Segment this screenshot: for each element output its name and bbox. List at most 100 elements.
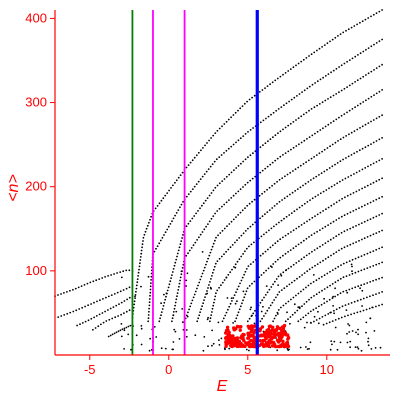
data-point	[284, 252, 287, 255]
data-point	[372, 279, 374, 282]
data-point	[226, 297, 229, 299]
data-point	[324, 75, 327, 77]
data-point	[162, 197, 165, 200]
data-point	[348, 133, 350, 136]
data-point	[150, 282, 152, 284]
data-point	[268, 229, 270, 232]
data-point	[227, 273, 230, 276]
data-point	[191, 159, 194, 162]
data-point	[80, 285, 83, 287]
data-point	[268, 307, 270, 309]
data-point	[287, 232, 290, 235]
data-point	[127, 325, 130, 328]
data-point	[137, 275, 140, 277]
data-point	[289, 249, 292, 252]
data-point	[378, 292, 380, 294]
data-point	[259, 171, 262, 174]
data-point	[347, 323, 349, 325]
data-point	[378, 247, 381, 250]
data-point	[277, 309, 280, 311]
data-point	[367, 340, 369, 343]
data-point	[225, 311, 228, 314]
data-point	[372, 216, 375, 219]
data-point	[300, 60, 303, 63]
data-point	[199, 207, 201, 210]
data-point	[370, 45, 373, 48]
data-point	[208, 284, 210, 286]
data-point	[335, 251, 338, 254]
data-point	[272, 136, 274, 139]
data-point	[311, 216, 314, 219]
data-point	[302, 239, 305, 242]
data-point	[280, 289, 283, 291]
data-point	[327, 240, 329, 243]
data-point	[225, 201, 228, 204]
data-point	[296, 95, 298, 97]
data-point	[235, 291, 237, 294]
data-point	[206, 290, 208, 292]
data-point	[174, 214, 177, 217]
data-point	[289, 171, 292, 174]
data-point	[212, 304, 215, 307]
data-point	[332, 295, 334, 298]
data-point	[229, 302, 232, 305]
data-point	[218, 339, 220, 341]
data-point	[353, 173, 355, 175]
data-point	[148, 298, 151, 300]
data-point	[239, 188, 242, 191]
data-point	[266, 165, 269, 168]
data-point	[201, 175, 204, 178]
data-point	[265, 269, 267, 272]
data-point	[117, 315, 119, 317]
data-point	[272, 283, 274, 286]
data-point	[330, 71, 332, 74]
data-point	[266, 85, 269, 87]
data-point	[233, 169, 235, 172]
data-point	[369, 234, 372, 237]
data-point	[136, 278, 139, 280]
data-point	[375, 67, 378, 69]
data-point	[234, 266, 237, 269]
data-point	[214, 132, 217, 135]
data-point	[313, 156, 315, 158]
data-point	[364, 186, 366, 189]
data-point	[262, 119, 265, 122]
data-point	[327, 123, 330, 126]
data-point	[102, 321, 105, 324]
data-point	[287, 300, 290, 303]
data-point	[144, 230, 147, 233]
data-point	[366, 219, 369, 222]
data-point	[179, 276, 182, 279]
data-point	[375, 232, 378, 235]
data-point	[289, 193, 291, 196]
data-point	[247, 265, 250, 267]
data-point	[311, 83, 314, 86]
data-point	[362, 297, 365, 300]
data-point	[175, 179, 178, 182]
data-point	[345, 275, 348, 277]
data-point	[314, 215, 316, 218]
data-point	[193, 156, 196, 159]
data-point	[291, 281, 293, 284]
data-point	[191, 299, 194, 302]
data-point	[97, 325, 100, 328]
data-point	[357, 285, 360, 288]
data-point	[362, 50, 365, 53]
data-point	[150, 275, 153, 278]
data-point	[221, 205, 223, 208]
data-point	[308, 55, 310, 57]
data-point	[259, 217, 261, 220]
data-point	[149, 337, 152, 340]
data-point	[365, 308, 368, 311]
data-point	[297, 292, 300, 295]
data-point	[161, 308, 164, 310]
data-point	[350, 174, 352, 177]
data-point	[359, 21, 361, 24]
data-point	[116, 272, 118, 274]
data-point	[76, 324, 78, 327]
data-point	[181, 237, 184, 239]
data-point	[367, 337, 370, 340]
data-point	[308, 252, 311, 255]
data-point	[208, 220, 211, 223]
data-point	[244, 250, 246, 253]
